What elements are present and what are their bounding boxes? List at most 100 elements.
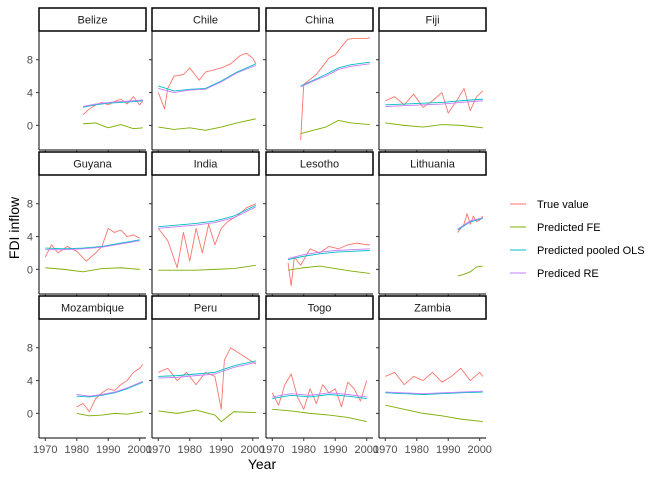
x-tick-label-peru-1970: 1970 [146, 444, 170, 456]
series-lithuania-true-value [457, 213, 484, 233]
series-lesotho-true-value [287, 242, 370, 287]
strip-label-zambia: Zambia [414, 303, 452, 315]
series-chile-prediced-re [158, 65, 257, 94]
series-fiji-predicted-pooled-ols [385, 98, 483, 106]
series-belize-predicted-pooled-ols [82, 100, 143, 108]
series-zambia-prediced-re [385, 390, 483, 395]
strip-label-india: India [194, 159, 219, 171]
series-togo-true-value [271, 373, 368, 410]
series-togo-prediced-re [272, 392, 367, 398]
strip-peru [151, 295, 260, 320]
strip-label-togo: Togo [308, 303, 332, 315]
series-mozambique-prediced-re [76, 380, 144, 397]
strip-china [265, 7, 374, 32]
series-zambia-true-value [385, 367, 484, 386]
y-tick-label-guyana-4: 4 [27, 232, 33, 244]
y-tick-label-mozambique-8: 8 [27, 343, 33, 355]
series-fiji-prediced-re [385, 100, 483, 107]
x-tick-label-mozambique-1980: 1980 [65, 444, 89, 456]
series-guyana-predicted-pooled-ols [45, 239, 140, 250]
strip-lesotho [265, 151, 374, 176]
x-tick-label-zambia-2000: 2000 [467, 444, 491, 456]
x-tick-label-togo-1970: 1970 [260, 444, 284, 456]
legend-label-true-value: True value [537, 199, 589, 211]
strip-label-chile: Chile [193, 15, 218, 27]
legend-label-predicted-fe: Predicted FE [537, 222, 601, 234]
series-togo-predicted-pooled-ols [272, 394, 367, 400]
strip-togo [265, 295, 374, 320]
series-lithuania-predicted-fe [457, 265, 483, 277]
strip-mozambique [38, 295, 147, 320]
series-chile-predicted-pooled-ols [158, 63, 257, 92]
x-tick-label-mozambique-2000: 2000 [127, 444, 151, 456]
x-tick-label-mozambique-1970: 1970 [33, 444, 57, 456]
x-tick-label-togo-1990: 1990 [323, 444, 347, 456]
series-lesotho-predicted-fe [287, 265, 370, 274]
strip-label-guyana: Guyana [73, 159, 112, 171]
strip-label-belize: Belize [78, 15, 108, 27]
series-india-true-value [157, 203, 257, 269]
series-guyana-prediced-re [45, 240, 140, 251]
series-fiji-true-value [385, 87, 484, 114]
series-peru-true-value [158, 347, 257, 410]
strip-label-china: China [305, 15, 335, 27]
x-tick-label-mozambique-1990: 1990 [96, 444, 120, 456]
series-india-predicted-fe [158, 264, 256, 271]
strip-label-lithuania: Lithuania [410, 159, 456, 171]
series-guyana-true-value [44, 227, 140, 262]
x-tick-label-togo-2000: 2000 [354, 444, 378, 456]
series-lesotho-prediced-re [287, 248, 370, 260]
series-peru-predicted-pooled-ols [158, 360, 256, 377]
y-tick-label-mozambique-4: 4 [27, 376, 33, 388]
series-india-prediced-re [158, 206, 257, 229]
series-fiji-predicted-fe [385, 122, 483, 129]
series-togo-predicted-fe [272, 408, 367, 423]
y-tick-label-belize-4: 4 [27, 88, 33, 100]
strip-lithuania [378, 151, 487, 176]
x-tick-label-zambia-1970: 1970 [373, 444, 397, 456]
x-tick-label-togo-1980: 1980 [292, 444, 316, 456]
series-peru-prediced-re [158, 362, 256, 379]
strip-fiji [378, 7, 487, 32]
strip-belize [38, 7, 147, 32]
series-belize-predicted-fe [83, 122, 143, 130]
x-tick-label-zambia-1990: 1990 [436, 444, 460, 456]
series-mozambique-predicted-fe [76, 411, 143, 417]
y-tick-label-mozambique-0: 0 [27, 408, 33, 420]
x-axis-title: Year [248, 456, 277, 472]
series-lesotho-predicted-pooled-ols [287, 250, 370, 260]
legend-label-predicted-pooled-ols: Predicted pooled OLS [537, 245, 645, 257]
y-tick-label-guyana-8: 8 [27, 199, 33, 211]
x-tick-label-peru-2000: 2000 [240, 444, 264, 456]
series-china-true-value [300, 37, 370, 141]
strip-label-mozambique: Mozambique [61, 303, 124, 315]
series-peru-predicted-fe [158, 409, 256, 423]
series-lithuania-predicted-pooled-ols [457, 218, 483, 231]
y-tick-label-belize-0: 0 [27, 120, 33, 132]
series-zambia-predicted-fe [385, 404, 483, 423]
x-tick-label-peru-1990: 1990 [209, 444, 233, 456]
series-zambia-predicted-pooled-ols [385, 391, 483, 395]
y-tick-label-belize-8: 8 [27, 55, 33, 67]
y-tick-label-guyana-0: 0 [27, 264, 33, 276]
series-belize-prediced-re [82, 99, 143, 107]
series-chile-true-value [157, 52, 257, 110]
legend-label-prediced-re: Prediced RE [537, 268, 599, 280]
x-tick-label-peru-1980: 1980 [178, 444, 202, 456]
series-india-predicted-pooled-ols [158, 204, 257, 228]
series-china-prediced-re [300, 63, 370, 88]
strip-label-peru: Peru [194, 303, 217, 315]
series-mozambique-predicted-pooled-ols [76, 381, 144, 398]
strip-label-lesotho: Lesotho [300, 159, 339, 171]
series-china-predicted-pooled-ols [300, 61, 370, 87]
series-lithuania-prediced-re [457, 217, 483, 230]
y-axis-title: FDI inflow [6, 196, 22, 259]
strip-india [151, 151, 260, 176]
x-tick-label-zambia-1980: 1980 [405, 444, 429, 456]
series-china-predicted-fe [300, 120, 370, 135]
series-chile-predicted-fe [158, 118, 256, 131]
series-guyana-predicted-fe [45, 267, 140, 273]
strip-label-fiji: Fiji [425, 15, 439, 27]
strip-guyana [38, 151, 147, 176]
